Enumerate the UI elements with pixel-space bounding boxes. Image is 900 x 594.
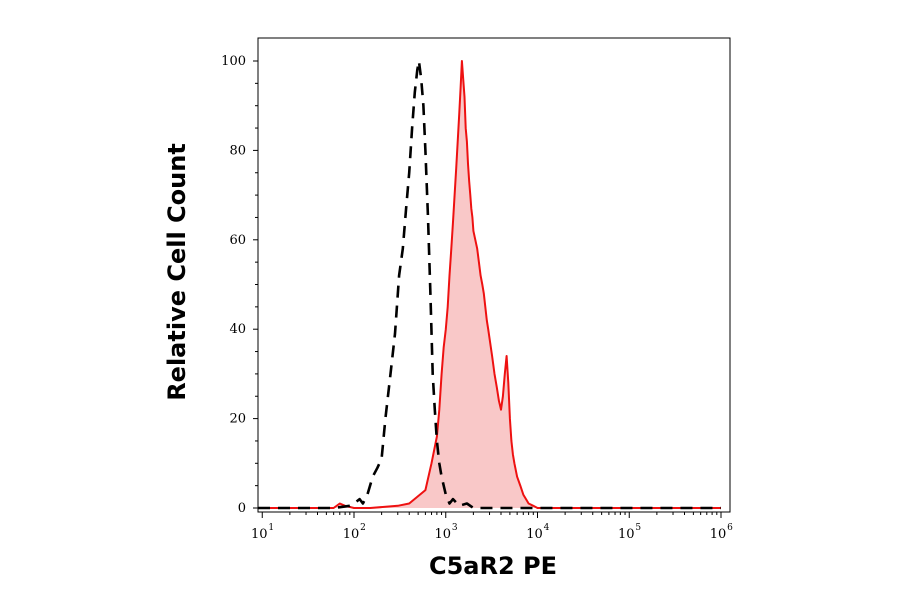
x-tick-exponent: 4: [544, 523, 550, 533]
y-tick-label: 0: [238, 501, 246, 516]
x-tick-label: 10 2: [343, 523, 366, 542]
x-tick-base: 10: [618, 527, 635, 542]
x-tick-exponent: 2: [360, 523, 366, 533]
x-tick-base: 10: [434, 527, 451, 542]
x-tick-exponent: 6: [727, 523, 733, 533]
c5ar2-stained-line: [258, 60, 721, 509]
x-tick-exponent: 5: [635, 523, 641, 533]
x-tick-base: 10: [343, 527, 360, 542]
y-tick-label: 60: [229, 233, 246, 248]
x-tick-label: 10 4: [526, 523, 549, 542]
x-tick-label: 10 6: [710, 523, 733, 542]
series-layer: [258, 59, 721, 510]
x-tick-label: 10 5: [618, 523, 641, 542]
x-tick-base: 10: [526, 527, 543, 542]
x-tick-exponent: 3: [452, 523, 458, 533]
x-tick-exponent: 1: [268, 523, 274, 533]
plot-frame: [257, 37, 731, 513]
isotype-control-line: [258, 59, 721, 510]
x-tick-label: 10 3: [434, 523, 457, 542]
y-tick-label: 40: [229, 322, 246, 337]
x-tick-base: 10: [251, 527, 268, 542]
y-tick-label: 20: [229, 412, 246, 427]
x-tick-label: 10 1: [251, 523, 274, 542]
y-tick-label: 100: [221, 54, 246, 69]
y-axis-title: Relative Cell Count: [163, 143, 191, 401]
x-axis-title: C5aR2 PE: [429, 552, 557, 580]
x-tick-base: 10: [710, 527, 727, 542]
c5ar2-stained-fill: [258, 61, 721, 508]
y-tick-label: 80: [229, 143, 246, 158]
x-axis: 10 1 10 2 10 3 10 4 10 5 10 6: [251, 512, 733, 542]
y-axis: 0 20 40 60 80 100: [221, 54, 258, 516]
